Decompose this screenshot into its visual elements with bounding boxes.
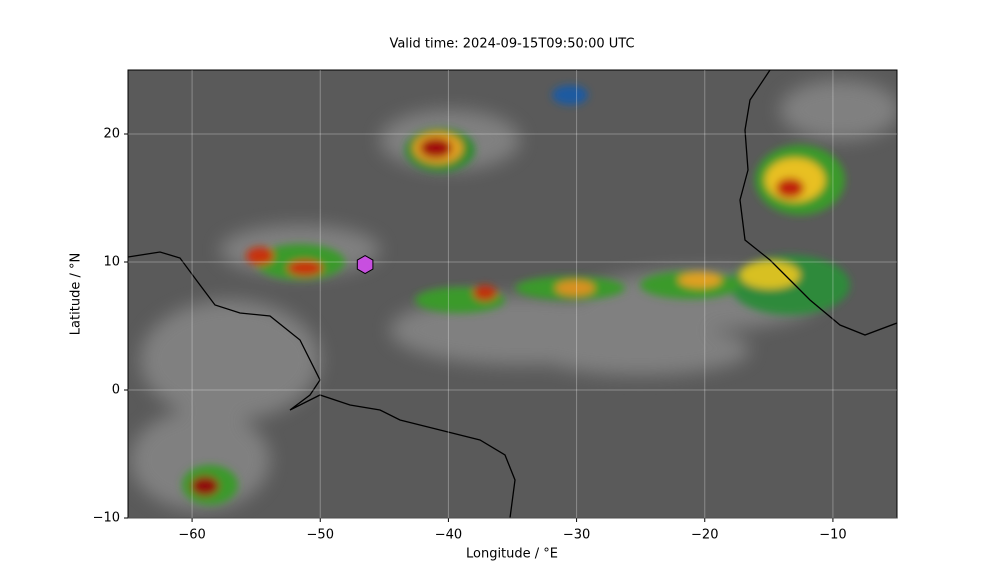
- satellite-image: [128, 70, 897, 518]
- x-axis-label: Longitude / °E: [466, 547, 558, 562]
- x-tick-label: −20: [691, 528, 718, 543]
- y-tick-label: 10: [103, 255, 120, 270]
- y-tick-label: 0: [112, 383, 120, 398]
- x-tick-label: −40: [435, 528, 462, 543]
- marker: [356, 254, 374, 275]
- x-tick-label: −60: [178, 528, 205, 543]
- y-axis-label: Latitude / °N: [69, 253, 84, 335]
- x-tick-label: −30: [563, 528, 590, 543]
- y-tick-label: 20: [103, 127, 120, 142]
- y-tick-label: −10: [93, 511, 120, 526]
- x-tick-label: −10: [819, 528, 846, 543]
- x-tick-label: −50: [307, 528, 334, 543]
- plot-frame: [127, 69, 898, 519]
- chart-title: Valid time: 2024-09-15T09:50:00 UTC: [389, 37, 634, 52]
